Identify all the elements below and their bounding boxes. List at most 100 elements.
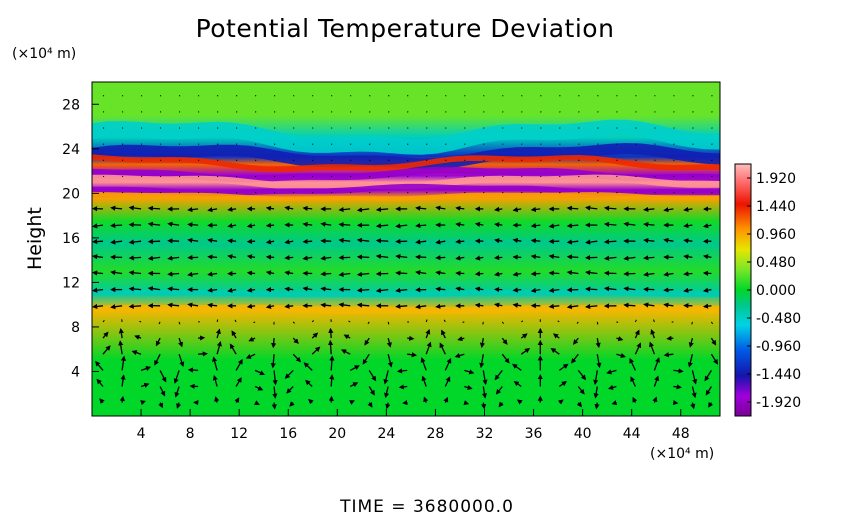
wind-vector (159, 370, 167, 383)
wind-vector (207, 287, 218, 293)
wind-vector (474, 255, 484, 261)
wind-vector (425, 328, 431, 339)
wind-vector (289, 401, 295, 407)
wind-vector (395, 223, 408, 229)
colorbar-label: 1.440 (756, 199, 796, 215)
wind-vector (702, 270, 712, 276)
wind-vector (702, 223, 712, 229)
wind-vector (272, 370, 278, 386)
wind-vector (494, 238, 503, 244)
colorbar-label: 0.480 (756, 255, 796, 271)
wind-vector (566, 304, 579, 310)
wind-vector (207, 237, 218, 244)
wind-vector (329, 374, 335, 387)
wind-vector (704, 370, 712, 382)
wind-vector (516, 399, 523, 405)
x-tick-label: 12 (230, 426, 248, 442)
wind-vector (147, 205, 161, 211)
wind-vector (653, 319, 655, 323)
wind-vector (140, 382, 150, 388)
wind-vector (512, 207, 522, 213)
wind-vector (167, 302, 180, 308)
y-tick-label: 8 (71, 320, 80, 336)
wind-vector (649, 341, 656, 355)
wind-vector (501, 353, 510, 364)
wind-vector (284, 205, 294, 211)
wind-vector (375, 253, 389, 260)
wind-vector (349, 400, 355, 405)
wind-vector (229, 343, 237, 355)
wind-vector (683, 223, 693, 229)
wind-vector (663, 287, 674, 293)
wind-vector (498, 401, 504, 408)
wind-vector (110, 239, 123, 245)
wind-vector (128, 270, 142, 276)
wind-vector (643, 271, 655, 277)
wind-vector (520, 347, 531, 355)
wind-vector (147, 221, 161, 227)
wind-vector (338, 237, 351, 244)
wind-vector (270, 354, 276, 369)
wind-vector (691, 370, 698, 385)
wind-vector (710, 353, 718, 365)
wind-vector (271, 402, 277, 410)
x-tick-label: 16 (279, 426, 297, 442)
colorbar-label: 1.920 (756, 171, 796, 187)
wind-vector (444, 376, 451, 387)
wind-vector (548, 287, 560, 293)
wind-vector (464, 384, 473, 390)
wind-vector (594, 402, 600, 410)
wind-vector (683, 271, 693, 277)
wind-vector (246, 270, 256, 276)
wind-vector (147, 238, 161, 245)
wind-vector (134, 334, 142, 340)
wind-vector (176, 402, 182, 409)
wind-vector (284, 303, 294, 309)
wind-vector (395, 270, 408, 276)
wind-vector (328, 327, 334, 339)
wind-vector (439, 342, 446, 355)
wind-vector (576, 321, 579, 324)
wind-vector (246, 303, 256, 309)
x-tick-label: 48 (672, 426, 690, 442)
wind-vector (494, 271, 503, 277)
wind-vector (415, 239, 427, 245)
wind-vector (292, 337, 299, 344)
wind-vector (118, 340, 124, 355)
wind-vector (666, 335, 674, 341)
wind-vector (395, 253, 408, 260)
wind-vector (120, 355, 127, 371)
wind-vector (320, 271, 332, 277)
wind-vector (167, 221, 180, 227)
wind-vector (443, 319, 446, 323)
wind-vector (212, 356, 218, 371)
wind-vector (102, 319, 105, 323)
wind-vector (227, 223, 237, 229)
wind-vector (512, 254, 522, 260)
wind-vector (512, 271, 522, 277)
wind-vector (630, 376, 636, 387)
wind-vector (99, 398, 105, 404)
wind-vector (603, 270, 617, 276)
wind-vector (119, 395, 125, 403)
wind-vector (423, 396, 429, 403)
colorbar-label: 0.960 (756, 227, 796, 243)
wind-vector (110, 205, 123, 211)
wind-vector (683, 206, 693, 213)
wind-vector (691, 321, 693, 325)
wind-vector (92, 254, 104, 260)
wind-vector (92, 223, 104, 229)
wind-vector (425, 319, 428, 323)
wind-vector (494, 206, 503, 212)
contour-band (92, 174, 720, 190)
wind-vector (396, 368, 408, 374)
wind-vector (398, 384, 408, 390)
wind-vector (548, 223, 560, 229)
x-tick-label: 4 (137, 426, 146, 442)
y-tick-label: 24 (62, 142, 80, 158)
wind-vector (131, 350, 142, 356)
wind-vector (253, 321, 256, 324)
wind-vector (167, 271, 180, 277)
x-tick-label: 20 (328, 426, 346, 442)
wind-vector (272, 386, 278, 399)
